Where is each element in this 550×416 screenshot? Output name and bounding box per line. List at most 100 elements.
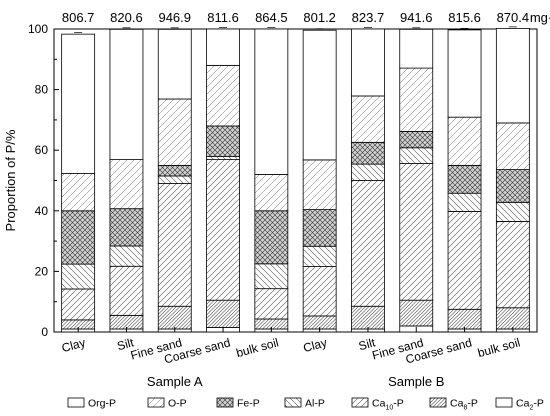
bar-stack (61, 32, 96, 333)
bar-segment-ca8-p (351, 305, 385, 330)
bar-segment-al-p (61, 263, 96, 290)
bar-segment-o-p (254, 174, 289, 212)
y-tick-label: 100 (28, 22, 48, 36)
group-label: Sample A (147, 374, 203, 389)
x-tick-label: Clay (60, 335, 87, 355)
bar-segment-ca10-p (399, 163, 434, 301)
legend-item: O-P (147, 397, 187, 410)
x-tick-label: Silt (115, 335, 135, 353)
bar-segment-ca8-p (206, 299, 240, 328)
bar-stack (254, 27, 289, 333)
legend-label: Ca2-P (516, 398, 544, 412)
x-tick-label: bulk soil (476, 335, 522, 360)
bar-segment-o-p (447, 116, 482, 166)
legend-item: Al-P (284, 397, 325, 410)
bar-total-label: 870.4 (497, 10, 530, 25)
bar-stack (206, 27, 240, 333)
y-axis-title: Proportion of P/% (3, 129, 18, 231)
y-tick-label: 40 (35, 204, 49, 218)
bar-segment-o-p (399, 67, 434, 132)
bar-segment-ca8-p (495, 307, 530, 330)
bar-segment-org-p (254, 28, 289, 175)
bar-segment-org-p (351, 28, 385, 97)
bar-segment-fe-p (206, 125, 240, 157)
bar-total-label: 864.5 (255, 10, 288, 25)
bar-segment-fe-p (351, 141, 385, 165)
legend-label: O-P (168, 398, 187, 410)
bar-segment-fe-p (61, 210, 96, 265)
unit-label: mg· L -1 (530, 10, 550, 25)
bar-segment-org-p (495, 27, 530, 124)
unit-main: mg· L (530, 10, 550, 25)
bar-segment-org-p (61, 33, 96, 174)
bar-segment-ca8-p (399, 299, 434, 327)
legend-label: Fe-P (237, 398, 260, 410)
bar-stack (157, 27, 192, 333)
bar-total-label: 946.9 (158, 10, 191, 25)
y-tick-label: 80 (35, 83, 49, 97)
bar-segment-fe-p (447, 164, 482, 194)
legend-item: Ca8-P (429, 397, 478, 412)
bar-segment-ca8-p (447, 308, 482, 330)
bar-total-label: 801.2 (303, 10, 336, 25)
legend-swatch (429, 397, 447, 408)
legend-item: Fe-P (216, 397, 260, 410)
legend-item: Ca2-P (495, 397, 544, 412)
bar-stack (351, 27, 385, 333)
bar-stack (302, 28, 337, 333)
y-tick-label: 20 (35, 264, 49, 278)
bar-segment-al-p (254, 263, 289, 290)
bar-segment-ca10-p (254, 288, 289, 320)
legend: Org-P O-P Fe-P Al-P Ca10-P Ca8-P Ca2-P (67, 397, 544, 412)
bar-segment-fe-p (254, 210, 289, 265)
group-label: Sample B (388, 374, 444, 389)
bar-segment-al-p (109, 245, 144, 267)
bar-total-label: 820.6 (110, 10, 143, 25)
legend-swatch (284, 397, 302, 408)
bar-segment-fe-p (302, 209, 337, 247)
bar-segment-ca10-p (61, 288, 96, 321)
bar-stack (399, 27, 434, 333)
x-tick-label: Clay (302, 335, 329, 355)
legend-swatch (351, 397, 369, 408)
bar-segment-o-p (351, 95, 385, 143)
bar-segment-o-p (61, 173, 96, 212)
bar-segment-fe-p (109, 208, 144, 247)
bar-segment-o-p (157, 98, 192, 166)
bar-segment-ca8-p (109, 314, 144, 330)
bars-group (61, 26, 530, 333)
legend-swatch (147, 397, 165, 408)
bar-segment-al-p (447, 192, 482, 212)
bar-segment-org-p (109, 28, 144, 160)
bar-stack (447, 28, 482, 333)
bar-segment-ca10-p (157, 183, 192, 307)
legend-label: Ca10-P (372, 398, 404, 412)
group-labels: Sample A Sample B (147, 374, 445, 389)
legend-item: Ca10-P (351, 397, 404, 412)
bar-segment-fe-p (157, 164, 192, 177)
y-tick-label: 60 (35, 143, 49, 157)
bar-segment-org-p (399, 28, 434, 69)
bar-segment-o-p (109, 159, 144, 210)
legend-swatch (216, 397, 234, 408)
bar-total-label: 941.6 (400, 10, 433, 25)
bar-total-labels: 806.7 820.6 946.9 811.6 864.5 801.2 823.7 941.6… (62, 10, 529, 25)
legend-swatch (495, 397, 513, 408)
bar-segment-fe-p (495, 169, 530, 203)
legend-swatch (67, 397, 85, 408)
bar-segment-al-p (206, 156, 240, 160)
bar-segment-ca10-p (447, 211, 482, 310)
bar-segment-al-p (302, 245, 337, 267)
bar-segment-o-p (495, 122, 530, 170)
bar-segment-org-p (206, 28, 240, 66)
bar-stack (109, 27, 144, 333)
x-tick-label: Silt (357, 335, 377, 353)
bar-segment-org-p (302, 29, 337, 161)
bar-segment-ca10-p (495, 221, 530, 309)
bar-segment-al-p (157, 175, 192, 184)
bar-segment-ca10-p (206, 159, 240, 301)
bar-segment-al-p (495, 201, 530, 222)
